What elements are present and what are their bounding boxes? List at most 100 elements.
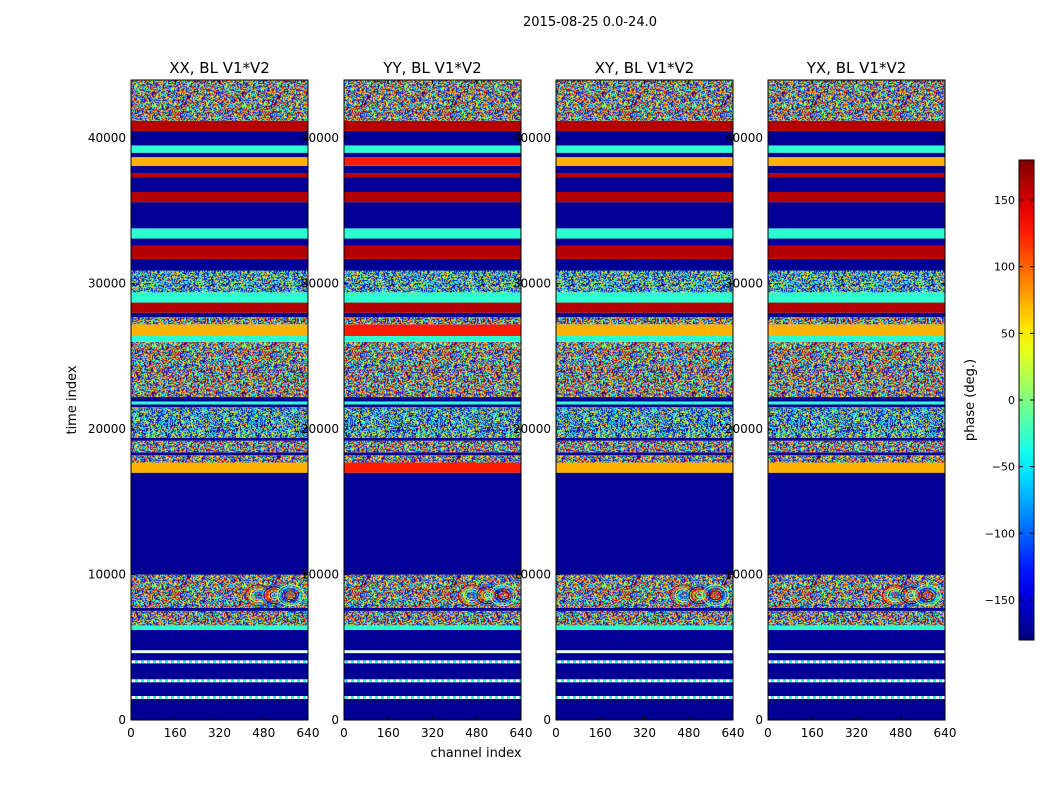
fringe-ring: [284, 590, 297, 601]
time-band: [556, 80, 733, 121]
time-band: [556, 407, 733, 438]
time-band: [131, 698, 308, 720]
time-band: [344, 145, 521, 153]
time-band: [556, 130, 733, 146]
time-band: [556, 650, 733, 654]
time-band: [768, 130, 945, 146]
time-band: [768, 202, 945, 229]
time-band: [768, 173, 945, 178]
time-band: [768, 397, 945, 402]
time-band: [344, 437, 521, 441]
time-band: [768, 698, 945, 720]
time-band: [131, 650, 308, 654]
heatmap-cells: [131, 80, 308, 720]
x-tick-label: 0: [552, 726, 560, 740]
time-band: [556, 157, 733, 166]
time-band: [344, 404, 521, 408]
y-tick-label: 20000: [88, 422, 126, 436]
x-tick-label: 640: [510, 726, 533, 740]
time-band: [768, 452, 945, 456]
y-tick-label: 0: [543, 713, 551, 727]
time-band: [556, 270, 733, 293]
time-band: [131, 653, 308, 661]
fringe-ring: [281, 588, 299, 603]
fringe-ring: [918, 588, 936, 603]
y-tick-label: 30000: [513, 277, 551, 291]
time-band: [344, 660, 521, 664]
y-tick-label: 40000: [725, 131, 763, 145]
time-band: [556, 397, 733, 402]
fringe-ring: [704, 586, 727, 605]
time-band: [768, 312, 945, 318]
time-band: [344, 472, 521, 575]
time-band: [768, 401, 945, 405]
time-band: [131, 625, 308, 630]
fringe-ring: [706, 588, 724, 603]
y-tick-label: 40000: [513, 131, 551, 145]
time-band: [131, 317, 308, 325]
fringe-ring: [286, 592, 294, 599]
time-band: [131, 341, 308, 398]
time-band: [131, 324, 308, 336]
time-band: [131, 120, 308, 131]
time-band: [344, 610, 521, 626]
time-band: [131, 610, 308, 626]
time-band: [131, 145, 308, 153]
time-band: [344, 679, 521, 683]
time-band: [556, 462, 733, 473]
time-band: [556, 302, 733, 313]
x-tick-label: 640: [722, 726, 745, 740]
y-tick-label: 0: [118, 713, 126, 727]
time-band: [344, 157, 521, 166]
time-band: [556, 660, 733, 664]
time-band: [344, 270, 521, 293]
fringe-ring: [701, 584, 729, 607]
time-band: [768, 608, 945, 611]
time-band: [344, 397, 521, 402]
time-band: [768, 472, 945, 575]
time-band: [768, 407, 945, 438]
time-band: [131, 173, 308, 178]
y-tick-label: 40000: [301, 131, 339, 145]
time-band: [768, 270, 945, 293]
panel-title: YX, BL V1*V2: [806, 59, 907, 77]
time-band: [768, 625, 945, 630]
x-tick-label: 480: [677, 726, 700, 740]
time-band: [768, 152, 945, 158]
time-band: [768, 682, 945, 696]
x-tick-label: 320: [421, 726, 444, 740]
time-band: [344, 202, 521, 229]
time-band: [556, 292, 733, 303]
colorbar-tick-label: −100: [985, 527, 1015, 540]
time-band: [344, 238, 521, 246]
time-band: [344, 696, 521, 699]
x-tick-label: 640: [934, 726, 957, 740]
x-tick-label: 160: [377, 726, 400, 740]
time-band: [131, 682, 308, 696]
panel-title: XX, BL V1*V2: [169, 59, 270, 77]
time-band: [131, 302, 308, 313]
x-tick-label: 480: [252, 726, 275, 740]
panel-title: YY, BL V1*V2: [382, 59, 481, 77]
y-tick-label: 10000: [301, 568, 339, 582]
y-axis-label: time index: [65, 365, 80, 434]
fringe-ring: [494, 588, 512, 603]
time-band: [344, 130, 521, 146]
time-band: [768, 245, 945, 259]
time-band: [556, 698, 733, 720]
time-band: [768, 324, 945, 336]
fringe-ring: [279, 586, 302, 605]
time-band: [344, 173, 521, 178]
time-band: [768, 317, 945, 325]
time-band: [344, 625, 521, 630]
time-band: [556, 245, 733, 259]
time-band: [768, 650, 945, 654]
time-band: [131, 660, 308, 664]
time-band: [556, 401, 733, 405]
time-band: [131, 455, 308, 463]
panel-xx: XX, BL V1*V2 0 160 320 480 640 0 10000 20000 3000…: [88, 59, 320, 740]
y-tick-label: 0: [755, 713, 763, 727]
time-band: [344, 245, 521, 259]
time-band: [131, 407, 308, 438]
time-band: [131, 270, 308, 293]
